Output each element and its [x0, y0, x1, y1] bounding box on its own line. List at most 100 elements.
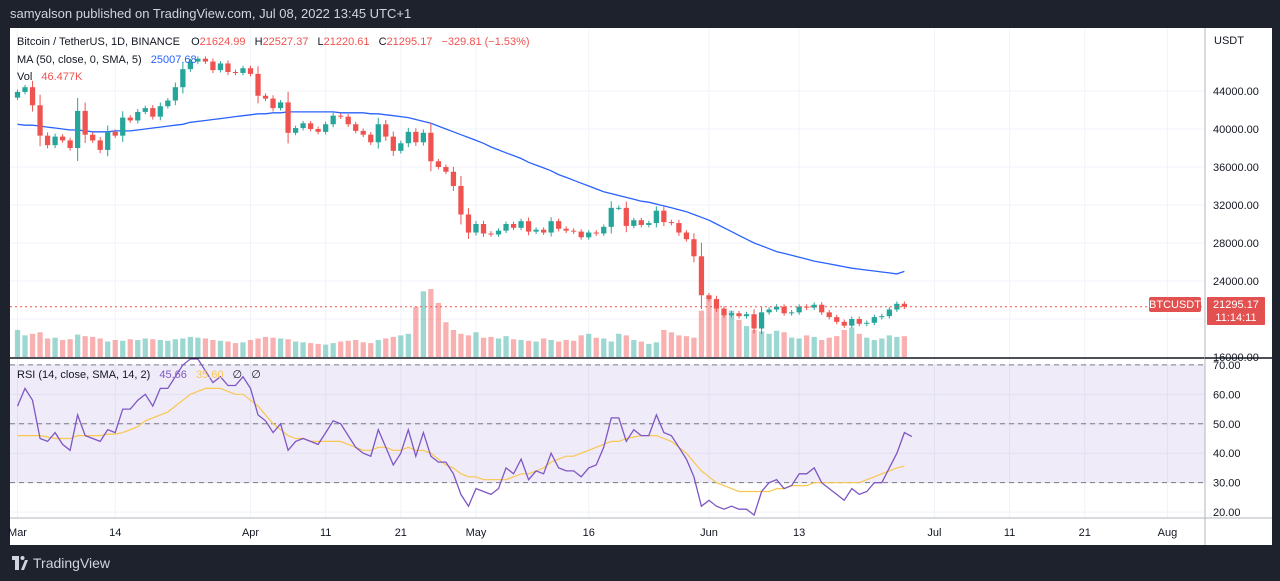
volume-bar: [225, 341, 231, 357]
rsi-tick-label: 70.00: [1213, 360, 1241, 372]
rsi-axis[interactable]: 70.00 60.00 50.00 40.00 30.00 20.00: [1213, 360, 1241, 519]
candle-body: [721, 308, 727, 316]
candle-body: [67, 140, 73, 148]
legend-c-value: 21295.17: [387, 36, 433, 48]
chart-frame[interactable]: [10, 28, 1272, 545]
volume-bar: [97, 338, 103, 357]
candle-body: [510, 224, 517, 228]
candle-body: [255, 73, 261, 96]
time-axis[interactable]: Mar 14 Apr 11 21 May 16 Jun 13 Jul 11 21 Aug: [8, 527, 1177, 539]
volume-bar: [638, 341, 644, 357]
price-tick-label: 24000.00: [1213, 276, 1259, 288]
volume-bar: [90, 336, 96, 357]
volume-bar: [29, 333, 36, 357]
candle-body: [556, 221, 562, 229]
volume-bar: [300, 342, 306, 357]
volume-bar: [210, 340, 216, 357]
volume-bar: [480, 337, 487, 357]
candle-body: [172, 87, 178, 101]
chart-legend: Bitcoin / TetherUS, 1D, BINANCE O21624.9…: [17, 36, 530, 381]
candle-body: [653, 210, 659, 224]
rsi-tick-label: 30.00: [1213, 478, 1241, 490]
volume-bar: [307, 343, 314, 357]
candle-body: [142, 108, 148, 112]
volume-bar: [353, 340, 359, 357]
legend-rsi-sma-value: 35.60: [196, 369, 224, 381]
legend-ma: MA (50, close, 0, SMA, 5) 25007.68: [17, 54, 197, 66]
candle-body: [856, 319, 862, 324]
time-tick-label: Aug: [1158, 527, 1178, 539]
candle-body: [871, 317, 877, 323]
candle-body: [706, 295, 712, 300]
time-tick-label: Apr: [242, 527, 259, 539]
candle-body: [465, 214, 472, 233]
candle-body: [563, 228, 569, 231]
volume-bar: [804, 335, 810, 357]
volume-bar: [157, 340, 163, 357]
volume-bar: [819, 340, 825, 357]
volume-bar: [789, 337, 795, 357]
volume-bar: [811, 336, 817, 357]
rsi-tick-label: 60.00: [1213, 389, 1241, 401]
volume-bar: [646, 343, 652, 357]
time-tick-label: 21: [395, 527, 407, 539]
volume-bar: [315, 343, 321, 357]
volume-bar: [458, 333, 464, 357]
candle-body: [525, 221, 532, 232]
candle-body: [488, 233, 494, 235]
volume-bar: [586, 333, 592, 357]
candle-body: [773, 306, 780, 310]
candle-body: [390, 136, 396, 151]
volume-bar: [150, 339, 156, 357]
candle-body: [503, 224, 509, 231]
candle-body: [736, 313, 742, 317]
time-tick-label: Mar: [8, 527, 27, 539]
rsi-tick-label: 50.00: [1213, 419, 1241, 431]
volume-bar: [495, 338, 502, 357]
tradingview-logo-icon: [12, 556, 28, 570]
volume-bar: [826, 337, 832, 357]
candle-body: [443, 167, 449, 172]
candle-body: [781, 306, 787, 314]
volume-bar: [165, 340, 171, 357]
volume-bar: [217, 340, 224, 357]
symbol-badge-bg: [1149, 297, 1201, 312]
volume-bar: [82, 336, 88, 357]
volume-bar: [105, 341, 111, 357]
volume-bar: [44, 338, 51, 357]
volume-bar: [616, 333, 622, 357]
candle-body: [661, 210, 667, 223]
footer-bar: TradingView: [0, 545, 1280, 581]
price-badge-countdown: 11:14:11: [1215, 312, 1256, 324]
volume-bar: [247, 340, 254, 357]
candle-body: [901, 303, 908, 307]
candle-body: [345, 116, 351, 125]
candle-body: [300, 123, 306, 129]
candle-body: [849, 319, 855, 326]
candle-body: [789, 312, 795, 314]
volume-bar: [894, 336, 900, 357]
volume-bar: [262, 336, 269, 357]
candle-body: [834, 317, 840, 322]
volume-bar: [571, 340, 577, 357]
candle-body: [638, 220, 644, 225]
candle-body: [232, 72, 239, 73]
volume-bar: [232, 343, 239, 357]
volume-bar: [601, 338, 607, 357]
candle-body: [187, 61, 194, 70]
volume-bar: [398, 335, 404, 357]
candle-body: [52, 136, 58, 146]
candle-body: [766, 309, 772, 313]
price-badge-price: 21295.17: [1213, 299, 1259, 311]
candle-body: [37, 105, 43, 136]
volume-bar: [375, 340, 381, 357]
volume-bar: [758, 331, 765, 357]
currency-label: USDT: [1214, 35, 1244, 47]
candle-body: [315, 129, 321, 132]
candle-body: [743, 314, 750, 317]
rsi-sma-line: [17, 387, 905, 493]
volume-bar: [864, 337, 870, 357]
candle-body: [435, 161, 442, 167]
candle-body: [571, 230, 577, 232]
